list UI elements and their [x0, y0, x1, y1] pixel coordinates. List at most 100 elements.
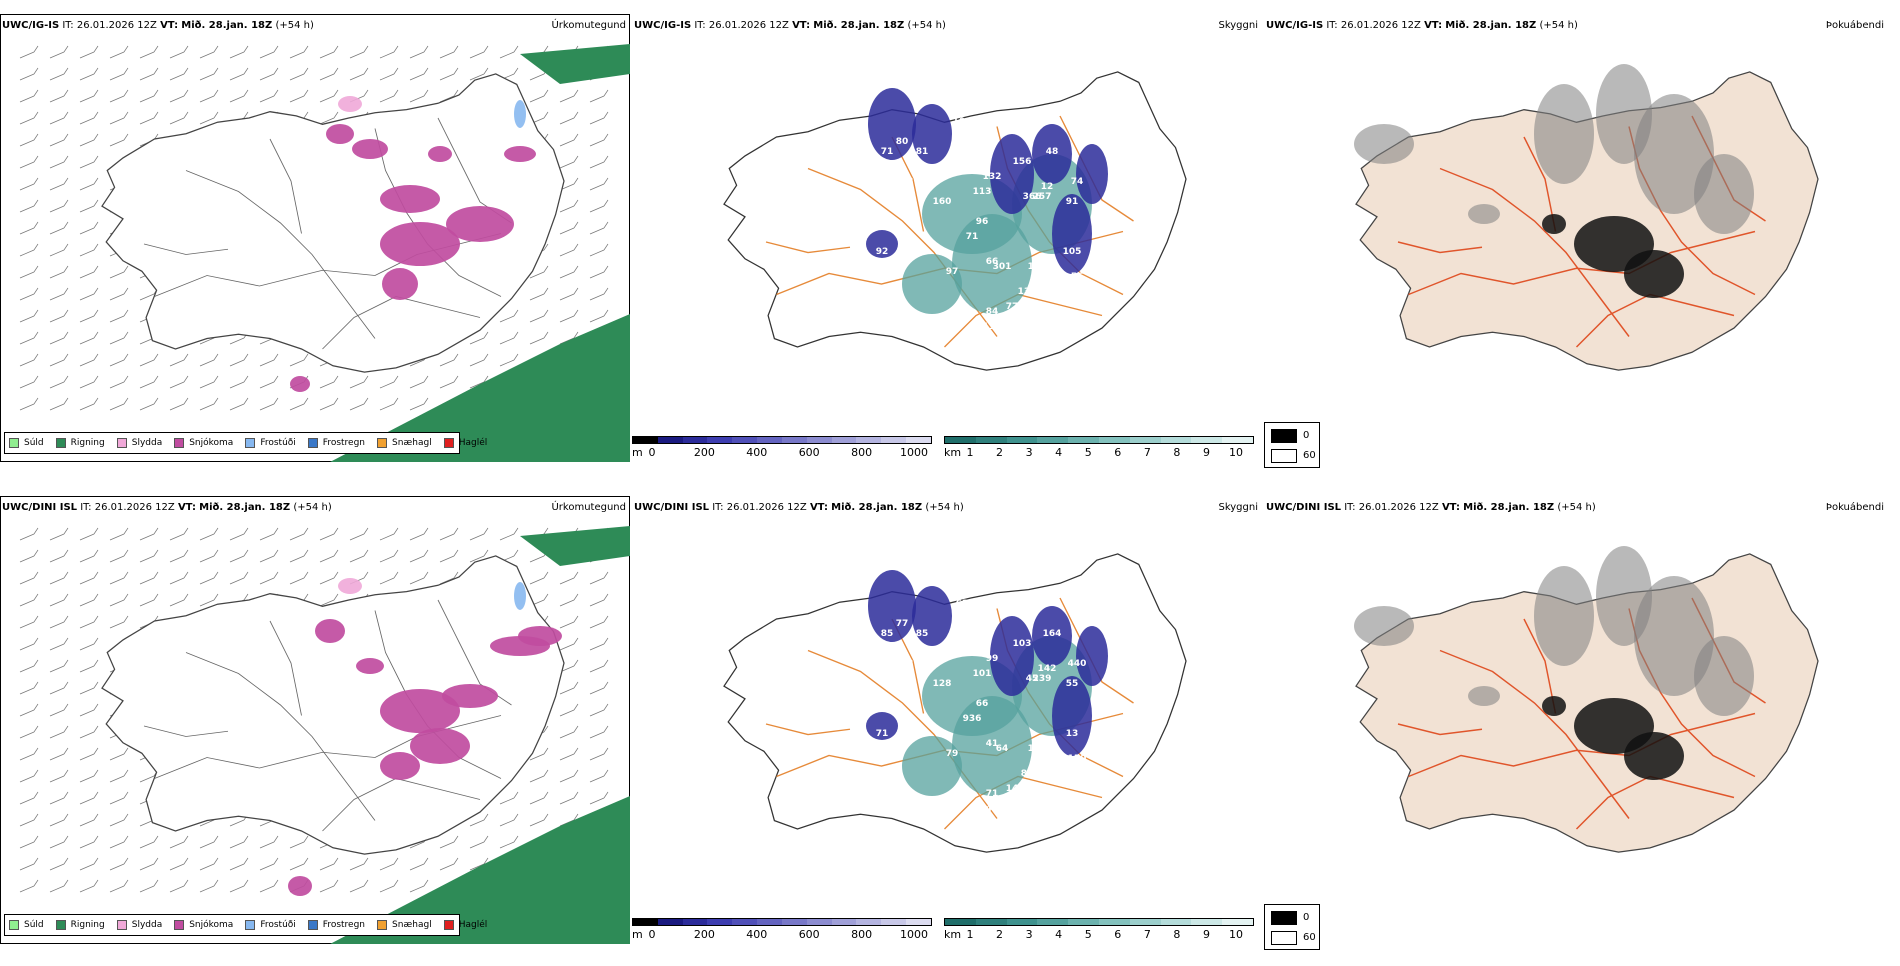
- colorbar-bin: [881, 919, 907, 925]
- visibility-label: 113: [973, 187, 992, 197]
- road-line: [1439, 167, 1630, 337]
- wind-barb: [109, 133, 129, 147]
- visibility-label: 101: [973, 669, 992, 679]
- wind-barb: [109, 353, 129, 367]
- fog-label-0: 0: [1303, 912, 1310, 923]
- wind-barb: [169, 111, 189, 125]
- wind-barb: [49, 89, 69, 103]
- wind-barb: [589, 747, 609, 761]
- colorbar-bin: [757, 437, 782, 443]
- wind-barb: [19, 549, 39, 563]
- legend-item: Slydda: [116, 438, 162, 448]
- visibility-label: 89: [926, 654, 939, 664]
- panel-title: Úrkomutegund: [551, 20, 626, 31]
- low-visibility-area: [952, 696, 1032, 796]
- snow-area: [315, 619, 345, 643]
- legend-label: Frostregn: [322, 438, 366, 448]
- wind-barb: [169, 67, 189, 81]
- colorbar-tick: 7: [1143, 446, 1151, 459]
- wind-barb: [499, 835, 519, 849]
- wind-barb: [499, 791, 519, 805]
- wind-barb: [19, 681, 39, 695]
- wind-barb: [529, 89, 549, 103]
- wind-barb: [229, 375, 249, 389]
- legend-label: Snjókoma: [189, 920, 234, 930]
- colorbar-tick: 5: [1084, 928, 1092, 941]
- panel-header: UWC/DINI ISL IT: 26.01.2026 12Z VT: Mið.…: [2, 502, 332, 513]
- colorbar-tick: 6: [1114, 928, 1122, 941]
- panel-header: UWC/IG-IS IT: 26.01.2026 12Z VT: Mið. 28…: [634, 20, 946, 31]
- wind-barb: [19, 879, 39, 893]
- colorbar-bin: [1191, 919, 1223, 925]
- wind-barb: [19, 703, 39, 717]
- wind-barb: [79, 199, 99, 213]
- colorbar-bin: [633, 437, 658, 443]
- road-line: [185, 170, 376, 339]
- wind-barb: [469, 527, 489, 541]
- forecast-row-igis: UWC/IG-IS IT: 26.01.2026 12Z VT: Mið. 28…: [0, 14, 1900, 484]
- wind-barb: [79, 287, 99, 301]
- visibility-label: 91: [1066, 197, 1079, 207]
- wind-barb: [289, 397, 309, 411]
- fog-index-area: [1468, 686, 1500, 706]
- wind-barb: [319, 375, 339, 389]
- wind-barb: [589, 703, 609, 717]
- rain-area: [330, 796, 630, 944]
- wind-barb: [79, 681, 99, 695]
- wind-barb: [49, 725, 69, 739]
- wind-barb: [229, 857, 249, 871]
- legend-label: Súld: [24, 920, 44, 930]
- colorbar-tick: 3: [1025, 446, 1033, 459]
- legend-item: Frostregn: [307, 438, 366, 448]
- wind-barb: [349, 67, 369, 81]
- rain-area: [520, 44, 630, 84]
- wind-barb: [109, 813, 129, 827]
- visibility-label: 130: [1018, 287, 1037, 297]
- wind-barb: [139, 879, 159, 893]
- wind-barb: [409, 67, 429, 81]
- road-line: [1523, 618, 1557, 714]
- colorbar-bin: [1129, 437, 1161, 443]
- snow-area: [326, 124, 354, 144]
- colorbar-bin: [906, 437, 931, 443]
- colorbar-strip: [632, 918, 932, 926]
- fog-index-area: [1694, 154, 1754, 234]
- colorbar-bin: [732, 919, 758, 925]
- visibility-label: 13: [1066, 729, 1079, 739]
- wind-barb: [79, 615, 99, 629]
- colorbar-bin: [1160, 919, 1192, 925]
- wind-barb: [559, 615, 579, 629]
- wind-barb: [79, 703, 99, 717]
- wind-barb: [79, 45, 99, 59]
- wind-barb: [499, 45, 519, 59]
- legend-item: Snæhagl: [377, 920, 432, 930]
- colorbar-tick: 9: [1202, 446, 1210, 459]
- road-line: [269, 138, 302, 234]
- legend-label: Frostúði: [260, 438, 296, 448]
- snow-area: [380, 689, 460, 733]
- sleet-area: [338, 578, 362, 594]
- wind-barb: [439, 375, 459, 389]
- colorbar-tick: 600: [798, 446, 820, 459]
- visibility-label: 97: [946, 267, 959, 277]
- wind-barb: [439, 353, 459, 367]
- wind-barb: [529, 769, 549, 783]
- wind-barb: [289, 527, 309, 541]
- wind-barb: [559, 111, 579, 125]
- visibility-label: 47: [986, 804, 999, 814]
- road-line: [185, 652, 376, 821]
- legend-item: Rigning: [55, 438, 105, 448]
- wind-barb: [199, 111, 219, 125]
- colorbar-bin: [856, 437, 882, 443]
- wind-barb: [319, 89, 339, 103]
- wind-barb: [19, 747, 39, 761]
- wind-barb: [19, 243, 39, 257]
- colorbar-bin: [682, 919, 708, 925]
- wind-barb: [559, 309, 579, 323]
- wind-barb: [49, 813, 69, 827]
- fog-swatch-0: [1271, 429, 1297, 443]
- wind-barb: [79, 243, 99, 257]
- wind-barb: [529, 331, 549, 345]
